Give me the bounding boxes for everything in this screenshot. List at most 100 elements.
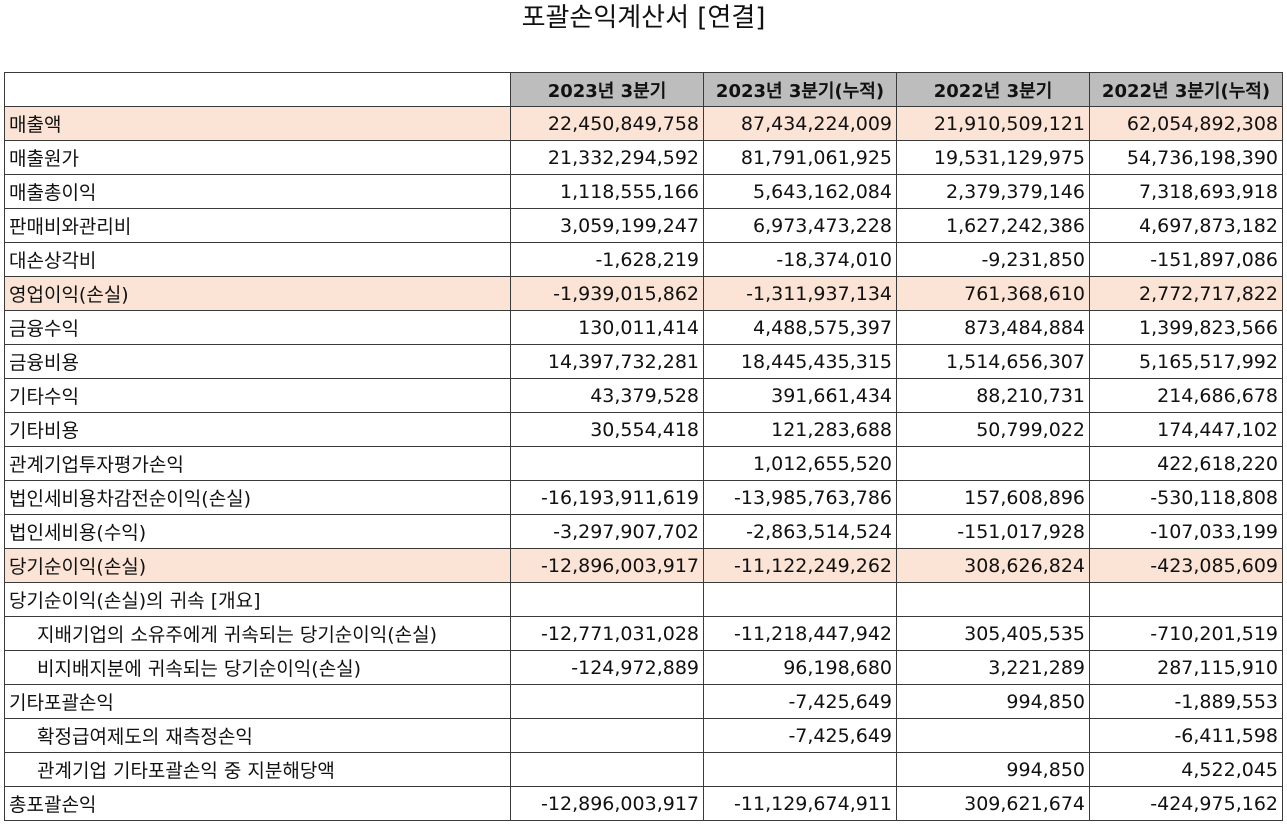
- row-label: 기타수익: [4, 378, 511, 413]
- value-cell: -6,411,598: [1089, 718, 1283, 753]
- value-cell: -1,889,553: [1089, 684, 1283, 719]
- table-row: 금융비용 14,397,732,281 18,445,435,315 1,514,65…: [4, 344, 1283, 379]
- value-cell: 1,118,555,166: [510, 174, 704, 209]
- row-label: 기타비용: [4, 412, 511, 447]
- table-row: 금융수익 130,011,414 4,488,575,397 873,484,884 1…: [4, 310, 1283, 345]
- row-label: 매출액: [4, 106, 511, 141]
- column-header: 2023년 3분기: [510, 72, 704, 107]
- value-cell: -107,033,199: [1089, 514, 1283, 549]
- row-label: 판매비와관리비: [4, 208, 511, 243]
- row-label: 당기순이익(손실)의 귀속 [개요]: [4, 582, 511, 617]
- value-cell: 87,434,224,009: [703, 106, 897, 141]
- value-cell: 18,445,435,315: [703, 344, 897, 379]
- table-row: 관계기업투자평가손익 1,012,655,520 422,618,220: [4, 446, 1283, 481]
- value-cell: 130,011,414: [510, 310, 704, 345]
- row-label: 대손상각비: [4, 242, 511, 277]
- value-cell: [703, 582, 897, 617]
- value-cell: -710,201,519: [1089, 616, 1283, 651]
- row-label: 영업이익(손실): [4, 276, 511, 311]
- value-cell: -151,897,086: [1089, 242, 1283, 277]
- value-cell: 50,799,022: [896, 412, 1090, 447]
- value-cell: 422,618,220: [1089, 446, 1283, 481]
- row-label: 총포괄손익: [4, 786, 511, 821]
- value-cell: -7,425,649: [703, 718, 897, 753]
- value-cell: 309,621,674: [896, 786, 1090, 821]
- table-row: 대손상각비 -1,628,219 -18,374,010 -9,231,850 -151…: [4, 242, 1283, 277]
- row-label: 기타포괄손익: [4, 684, 511, 719]
- value-cell: 54,736,198,390: [1089, 140, 1283, 175]
- value-cell: 5,643,162,084: [703, 174, 897, 209]
- value-cell: 761,368,610: [896, 276, 1090, 311]
- value-cell: 994,850: [896, 684, 1090, 719]
- value-cell: 81,791,061,925: [703, 140, 897, 175]
- value-cell: -1,628,219: [510, 242, 704, 277]
- table-header-row: 2023년 3분기 2023년 3분기(누적) 2022년 3분기 2022년 …: [4, 72, 1283, 107]
- value-cell: 1,627,242,386: [896, 208, 1090, 243]
- value-cell: -3,297,907,702: [510, 514, 704, 549]
- value-cell: [510, 446, 704, 481]
- table-row: 비지배지분에 귀속되는 당기순이익(손실) -124,972,889 96,198,…: [4, 650, 1283, 685]
- table-row: 기타포괄손익 -7,425,649 994,850 -1,889,553: [4, 684, 1283, 719]
- table-row: 매출액 22,450,849,758 87,434,224,009 21,910,50…: [4, 106, 1283, 141]
- table-row: 총포괄손익 -12,896,003,917 -11,129,674,911 309,6…: [4, 786, 1283, 821]
- value-cell: 3,059,199,247: [510, 208, 704, 243]
- row-label: 매출원가: [4, 140, 511, 175]
- value-cell: [510, 752, 704, 787]
- value-cell: [510, 582, 704, 617]
- page-title: 포괄손익계산서 [연결]: [521, 3, 766, 33]
- value-cell: 121,283,688: [703, 412, 897, 447]
- table-row: 당기순이익(손실) -12,896,003,917 -11,122,249,262 3…: [4, 548, 1283, 583]
- row-label: 당기순이익(손실): [4, 548, 511, 583]
- value-cell: -423,085,609: [1089, 548, 1283, 583]
- value-cell: [1089, 582, 1283, 617]
- value-cell: 5,165,517,992: [1089, 344, 1283, 379]
- column-header: 2022년 3분기(누적): [1089, 72, 1283, 107]
- value-cell: -12,896,003,917: [510, 548, 704, 583]
- value-cell: 2,772,717,822: [1089, 276, 1283, 311]
- table-row: 확정급여제도의 재측정손익 -7,425,649 -6,411,598: [4, 718, 1283, 753]
- value-cell: -12,896,003,917: [510, 786, 704, 821]
- value-cell: -13,985,763,786: [703, 480, 897, 515]
- table-row: 법인세비용차감전순이익(손실) -16,193,911,619 -13,985,76…: [4, 480, 1283, 515]
- value-cell: 19,531,129,975: [896, 140, 1090, 175]
- value-cell: 88,210,731: [896, 378, 1090, 413]
- value-cell: 4,697,873,182: [1089, 208, 1283, 243]
- table-row: 법인세비용(수익) -3,297,907,702 -2,863,514,524 -15…: [4, 514, 1283, 549]
- value-cell: 1,399,823,566: [1089, 310, 1283, 345]
- value-cell: 4,522,045: [1089, 752, 1283, 787]
- value-cell: 1,012,655,520: [703, 446, 897, 481]
- value-cell: [510, 684, 704, 719]
- value-cell: 21,332,294,592: [510, 140, 704, 175]
- value-cell: 308,626,824: [896, 548, 1090, 583]
- value-cell: 391,661,434: [703, 378, 897, 413]
- value-cell: 7,318,693,918: [1089, 174, 1283, 209]
- row-label: 관계기업투자평가손익: [4, 446, 511, 481]
- value-cell: -18,374,010: [703, 242, 897, 277]
- column-header: 2023년 3분기(누적): [703, 72, 897, 107]
- table-row: 관계기업 기타포괄손익 중 지분해당액 994,850 4,522,045: [4, 752, 1283, 787]
- value-cell: [510, 718, 704, 753]
- row-label: 금융수익: [4, 310, 511, 345]
- value-cell: 62,054,892,308: [1089, 106, 1283, 141]
- row-label: 확정급여제도의 재측정손익: [4, 718, 511, 753]
- value-cell: -16,193,911,619: [510, 480, 704, 515]
- table-row: 매출총이익 1,118,555,166 5,643,162,084 2,379,379…: [4, 174, 1283, 209]
- row-label: 금융비용: [4, 344, 511, 379]
- value-cell: -7,425,649: [703, 684, 897, 719]
- value-cell: -530,118,808: [1089, 480, 1283, 515]
- header-label-cell: [4, 72, 511, 107]
- value-cell: 1,514,656,307: [896, 344, 1090, 379]
- value-cell: -12,771,031,028: [510, 616, 704, 651]
- value-cell: 21,910,509,121: [896, 106, 1090, 141]
- value-cell: -2,863,514,524: [703, 514, 897, 549]
- column-header: 2022년 3분기: [896, 72, 1090, 107]
- row-label: 매출총이익: [4, 174, 511, 209]
- value-cell: -9,231,850: [896, 242, 1090, 277]
- income-statement-table: 2023년 3분기 2023년 3분기(누적) 2022년 3분기 2022년 …: [4, 72, 1283, 821]
- value-cell: [896, 582, 1090, 617]
- table-row: 기타비용 30,554,418 121,283,688 50,799,022 174,4…: [4, 412, 1283, 447]
- value-cell: -424,975,162: [1089, 786, 1283, 821]
- value-cell: -1,311,937,134: [703, 276, 897, 311]
- row-label: 법인세비용차감전순이익(손실): [4, 480, 511, 515]
- value-cell: 2,379,379,146: [896, 174, 1090, 209]
